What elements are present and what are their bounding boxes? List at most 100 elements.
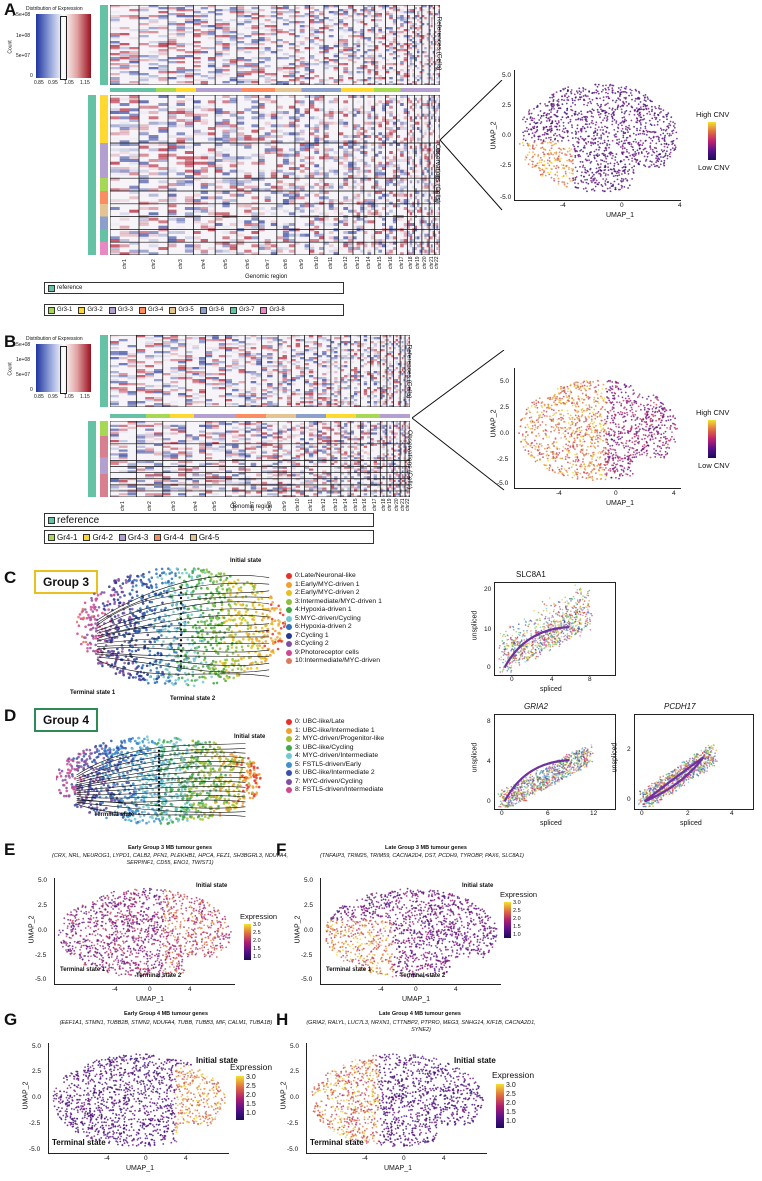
panel-d-phase-plot-1 [494, 714, 616, 810]
hist-ytick-3: 0 [30, 387, 33, 393]
chrom-label-chr3: chr3 [171, 501, 178, 511]
panel-d-g1-ytick-2: 0 [487, 798, 491, 805]
panel-e-ytick-3: -2.5 [35, 952, 47, 959]
legend-label: Gr3-7 [239, 307, 255, 313]
legend-item-gr3-2: Gr3-2 [78, 306, 103, 314]
legend-swatch-icon [48, 516, 55, 524]
panel-d-g1-ytick-1: 4 [487, 758, 491, 765]
panel-a-umap-xlabel: UMAP_1 [606, 212, 635, 219]
cluster-dot-icon [286, 658, 292, 665]
cluster-legend-item: 10:Intermediate/MYC-driven [286, 657, 382, 666]
panel-e-xlabel: UMAP_1 [136, 996, 165, 1003]
cluster-legend-item: 8: FSTL5-driven/Intermediate [286, 786, 384, 795]
legend-item-gr3-7: Gr3-7 [230, 306, 255, 314]
panel-e-genes: (CRX, NRL, NEUROG1, LYPD1, CALB2, PFN1, … [52, 853, 288, 866]
panel-b-umap-ytick-2: 0.0 [500, 430, 510, 437]
chrom-label-chr11: chr11 [308, 498, 315, 511]
legend-swatch-icon [139, 306, 147, 314]
panel-c-xtick-2: 8 [588, 676, 592, 683]
legend-swatch-icon [48, 306, 55, 314]
chrom-label-chr18: chr18 [407, 256, 414, 269]
legend-label: Gr3-2 [87, 307, 103, 313]
panel-h-title: Late Group 4 MB tumour genes [379, 1011, 461, 1017]
cluster-legend-item: 9:Photoreceptor cells [286, 649, 382, 658]
hist-colorbar [36, 344, 91, 392]
panel-f-terminal-2: Terminal state 2 [400, 973, 446, 979]
panel-b-umap-xlabel: UMAP_1 [606, 500, 635, 507]
cluster-legend-item: 3:Intermediate/MYC-driven 1 [286, 598, 382, 607]
cluster-dot-icon [286, 727, 292, 734]
panel-e-xtick-2: 4 [188, 986, 192, 993]
panel-h-umap-plot [306, 1043, 487, 1154]
cluster-legend-item: 0: UBC-like/Late [286, 718, 384, 727]
chrom-label-chr14: chr14 [366, 256, 373, 269]
legend-swatch-icon [260, 306, 268, 314]
panel-b-obs-bar-groups [100, 421, 108, 497]
panel-h-colorbar [496, 1084, 504, 1128]
chrom-label-chr17: chr17 [372, 498, 379, 511]
panel-f-ytick-2: 0.0 [304, 927, 314, 934]
chrom-label-chr20: chr20 [393, 498, 400, 511]
panel-a-ref-bar [100, 5, 108, 85]
panel-b-obs-heatmap [110, 421, 410, 497]
chrom-label-chr16: chr16 [362, 498, 369, 511]
cluster-legend-item: 7:Cycling 1 [286, 632, 382, 641]
legend-item-gr3-6: Gr3-6 [199, 306, 224, 314]
cluster-legend-item: 7: MYC-driven/Cycling [286, 778, 384, 787]
cluster-dot-icon [286, 573, 292, 580]
panel-e-terminal-1: Terminal state 1 [60, 967, 106, 973]
hist-xtick-3: 1.15 [80, 394, 90, 400]
cluster-dot-icon [286, 649, 292, 656]
panel-f-title: Late Group 3 MB tumour genes [385, 845, 467, 851]
panel-f-cb-title: Expression [500, 890, 538, 899]
chrom-label-chr14: chr14 [342, 498, 349, 511]
legend-item-gr3-4: Gr3-4 [139, 306, 164, 314]
panel-a-umap [490, 70, 681, 210]
cluster-dot-icon [286, 607, 292, 614]
panel-b-obs-bar-left [88, 421, 96, 497]
cluster-legend-item: 1: UBC-like/Intermediate 1 [286, 727, 384, 736]
panel-g-cbtick-0: 3.0 [246, 1074, 256, 1081]
chrom-label-chr20: chr20 [422, 256, 429, 269]
cluster-label: 5:MYC-driven/Cycling [295, 614, 361, 622]
panel-b-cnv-colorbar [708, 420, 716, 458]
chrom-label-chr10: chr10 [313, 256, 320, 269]
panel-b-ref-heatmap [110, 335, 410, 407]
cluster-label: 2:Early/MYC-driven 2 [295, 589, 360, 596]
panel-f-ylabel: UMAP_2 [294, 915, 302, 944]
cluster-label: 8: FSTL5-driven/Intermediate [295, 786, 384, 793]
cluster-label: 7: MYC-driven/Cycling [295, 777, 363, 785]
chrom-label-chr22: chr22 [404, 498, 411, 511]
panel-d-g2-xtick-0: 0 [640, 810, 644, 817]
panel-d-phase-plot-2 [634, 714, 754, 810]
panel-f-xtick-2: 4 [454, 986, 458, 993]
legend-item-gr4-4: Gr4-4 [154, 532, 184, 542]
chrom-label-chr19: chr19 [415, 256, 422, 269]
legend-label: Gr3-4 [148, 307, 164, 313]
cluster-dot-icon [286, 787, 292, 794]
hist-xtick-3: 1.15 [80, 80, 90, 86]
chrom-label-chr19: chr19 [387, 498, 394, 511]
legend-label: Gr4-4 [163, 532, 184, 542]
panel-label-g: G [4, 1010, 18, 1029]
panel-h-cbtick-0: 3.0 [506, 1082, 516, 1089]
chrom-label-chr5: chr5 [223, 259, 230, 269]
panel-b-cb-low: Low CNV [698, 461, 730, 470]
chrom-label-chr11: chr11 [328, 256, 335, 269]
panel-e-cbtick-4: 1.0 [253, 954, 261, 960]
panel-g-xtick-0: -4 [104, 1155, 110, 1162]
panel-b-umap-xtick-2: 4 [672, 490, 676, 497]
panel-d-group-box: Group 4 [34, 708, 98, 732]
panel-a-cb-low: Low CNV [698, 163, 730, 172]
panel-f-ytick-0: 5.0 [304, 877, 314, 884]
legend-swatch-icon [230, 306, 238, 314]
panel-a-obs-bar-groups [100, 95, 108, 255]
panel-d-cluster-legend: 0: UBC-like/Late 1: UBC-like/Intermediate… [286, 718, 384, 795]
legend-swatch-icon [83, 533, 91, 541]
cluster-legend-item: 8:Cycling 2 [286, 640, 382, 649]
legend-swatch-icon [118, 533, 126, 541]
panel-label-b: B [4, 332, 17, 351]
panel-a-ref-label: References (Cells) [435, 16, 443, 71]
panel-a-xlabel: Genomic region [245, 274, 288, 280]
panel-c-terminal-1: Terminal state 1 [70, 690, 116, 696]
